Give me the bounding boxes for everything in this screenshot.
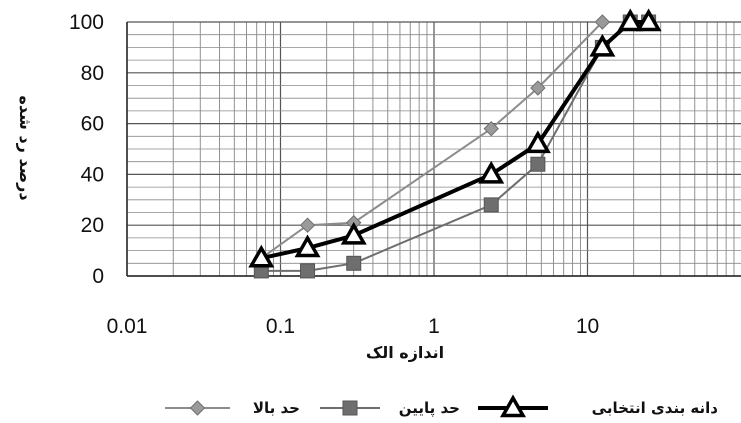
y-axis-title: درصد رد شده (16, 95, 35, 200)
legend-label: حد پایین (399, 399, 460, 418)
data-point (635, 8, 662, 32)
data-point (294, 234, 321, 258)
legend-item: حد بالا (165, 399, 300, 417)
x-tick-labels: 0.01 0.1 1 10 (107, 315, 600, 338)
data-point (300, 263, 316, 279)
legend-label: حد بالا (253, 399, 300, 417)
data-point (483, 197, 499, 213)
data-point (530, 80, 546, 96)
series-line (261, 21, 649, 272)
y-tick-labels: 0 20 40 60 80 100 (69, 11, 104, 288)
data-series (248, 8, 662, 279)
legend-marker (342, 400, 358, 416)
x-tick-label: 0.1 (266, 315, 295, 338)
y-tick-label: 20 (81, 214, 104, 237)
y-tick-label: 100 (69, 11, 104, 34)
y-tick-label: 0 (92, 265, 104, 288)
series-3 (248, 8, 662, 268)
x-tick-label: 10 (576, 315, 599, 338)
data-point (524, 130, 551, 154)
legend: دانه بندی انتخابی حد پایین حد بالا (165, 394, 719, 418)
data-point (346, 255, 362, 271)
x-tick-label: 1 (428, 315, 440, 338)
data-point (478, 160, 505, 184)
y-tick-label: 40 (81, 163, 104, 186)
data-point (299, 217, 316, 233)
x-axis-title: اندازه الک (366, 343, 444, 362)
data-point (589, 33, 616, 57)
y-tick-label: 60 (81, 113, 104, 136)
y-tick-label: 80 (81, 62, 104, 85)
legend-item: حد پایین (320, 399, 460, 418)
legend-item: دانه بندی انتخابی (478, 394, 719, 418)
legend-label: دانه بندی انتخابی (592, 399, 719, 417)
data-point (340, 221, 367, 245)
data-point (483, 120, 499, 137)
data-point (248, 244, 275, 268)
x-tick-label: 0.01 (107, 315, 148, 338)
data-point (594, 14, 611, 30)
data-point (530, 156, 546, 172)
data-point (617, 8, 644, 32)
legend-marker (189, 400, 206, 416)
legend-marker (499, 394, 527, 418)
axes (126, 22, 741, 277)
series-line (260, 20, 649, 261)
series-line (260, 21, 649, 260)
grid-lines (126, 21, 741, 277)
